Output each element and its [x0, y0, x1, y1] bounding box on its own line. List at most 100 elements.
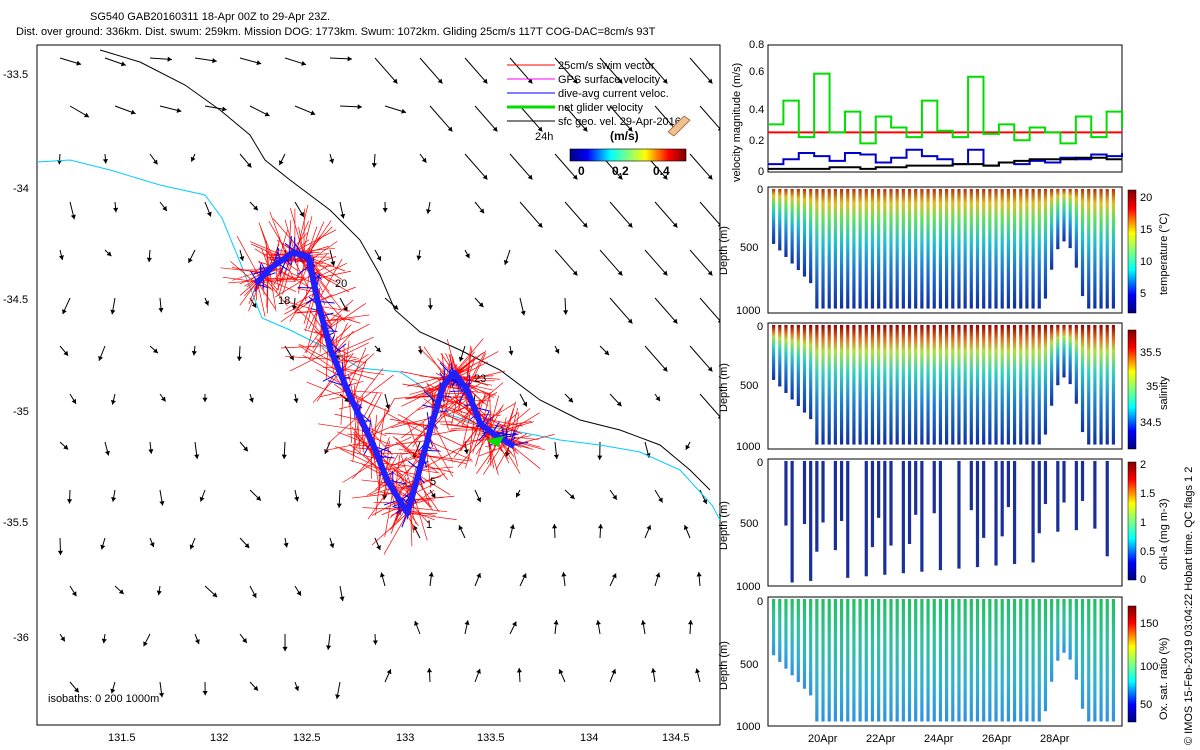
- title-line-1: SG540 GAB20160311 18-Apr 00Z to 29-Apr 2…: [90, 11, 330, 23]
- geo-velocity-arrow: [515, 489, 521, 498]
- geo-velocity-arrow: [419, 57, 443, 84]
- geo-velocity-arrow: [239, 537, 250, 549]
- swim-vector: [497, 436, 521, 474]
- geo-velocity-arrow: [699, 105, 720, 131]
- swim-vector: [298, 226, 305, 256]
- geo-velocity-arrow: [429, 489, 436, 499]
- geo-velocity-arrow: [699, 393, 720, 419]
- swim-vector: [437, 403, 478, 425]
- depth-label: Depth (m): [718, 226, 730, 275]
- swim-vector: [481, 392, 491, 426]
- swim-vector: [316, 368, 339, 402]
- cbar-tick: 0: [1140, 574, 1146, 586]
- profile-column: [1000, 189, 1004, 309]
- day-label: 5: [430, 476, 436, 488]
- geo-velocity-arrow: [553, 441, 559, 460]
- profile-column: [864, 325, 868, 445]
- vel-ytick: 0.8: [749, 39, 764, 51]
- profile-column: [852, 599, 856, 722]
- geo-velocity-arrow: [69, 585, 77, 597]
- profile-column: [1043, 461, 1048, 505]
- geo-velocity-arrow: [519, 297, 526, 316]
- geo-velocity-arrow: [329, 153, 335, 164]
- geo-velocity-arrow: [508, 345, 514, 356]
- geo-velocity-arrow: [554, 57, 578, 84]
- geo-velocity-arrow: [509, 153, 533, 180]
- geo-velocity-arrow: [204, 585, 218, 598]
- geo-velocity-arrow: [114, 105, 136, 115]
- profile-column: [957, 461, 961, 569]
- swim-vector: [349, 460, 384, 471]
- geo-velocity-arrow: [384, 669, 392, 683]
- geo-velocity-arrow: [519, 393, 528, 407]
- profile-column: [790, 189, 794, 264]
- profile-column: [858, 599, 862, 722]
- profile-column: [951, 599, 955, 722]
- geo-velocity-arrow: [339, 104, 362, 110]
- geo-velocity-arrow: [654, 393, 661, 402]
- profile-column: [1080, 599, 1085, 709]
- depth-tick: 500: [740, 518, 758, 530]
- swim-vector: [312, 372, 341, 403]
- geo-velocity-arrow: [464, 153, 488, 180]
- swim-vector: [310, 269, 342, 310]
- velocity-series-line: [768, 72, 1123, 145]
- salinity-panel: 0 500 1000 Depth (m) 34.5 35 35.5 salini…: [718, 321, 1170, 453]
- geo-velocity-arrow: [474, 297, 484, 308]
- profile-column: [1099, 599, 1103, 722]
- profile-column: [920, 325, 924, 445]
- profile-column: [790, 325, 794, 400]
- swim-vector: [341, 367, 364, 378]
- profile-column: [1043, 325, 1048, 435]
- profile-column: [1074, 189, 1078, 268]
- profile-column: [1006, 599, 1010, 722]
- swim-vector: [349, 395, 352, 443]
- profile-column: [1087, 599, 1091, 722]
- geo-velocity-arrow: [384, 105, 407, 114]
- geo-velocity-arrow: [62, 297, 71, 315]
- profile-column: [988, 325, 992, 445]
- depth-label: Depth (m): [718, 501, 730, 550]
- profile-column: [969, 461, 973, 511]
- track-map: 18 20 23 5 1 25cm/s swim vector GPS surf…: [3, 44, 721, 744]
- geo-velocity-arrow: [689, 345, 713, 372]
- geo-velocity-arrow: [98, 345, 106, 361]
- geo-velocity-arrow: [69, 201, 76, 220]
- profile-column: [1105, 599, 1109, 722]
- cbar-tick: 20: [1140, 192, 1152, 204]
- profile-column: [864, 461, 868, 577]
- profile-column: [1099, 325, 1103, 445]
- swim-vector: [352, 415, 360, 462]
- swim-vector: [332, 336, 374, 356]
- cbar-tick: 1: [1140, 517, 1146, 529]
- swim-vector: [511, 445, 518, 467]
- profile-column: [1093, 461, 1097, 529]
- swim-vector: [336, 431, 374, 447]
- glider-track: [253, 249, 516, 517]
- geo-velocity-arrow: [281, 441, 287, 459]
- swim-vector: [416, 479, 440, 513]
- day-label: 1: [426, 519, 432, 531]
- cbar-label: Ox. sat. ratio (%): [1158, 637, 1170, 720]
- geo-velocity-arrow: [294, 489, 300, 502]
- profile-column: [907, 189, 912, 309]
- geo-velocity-arrow: [564, 105, 588, 132]
- swim-vector: [417, 474, 451, 496]
- geo-velocity-arrow: [69, 393, 77, 405]
- profile-column: [1031, 599, 1035, 722]
- geo-velocity-arrow: [194, 633, 200, 645]
- profile-column: [895, 325, 899, 445]
- swim-vector: [230, 260, 257, 284]
- geo-velocity-arrow: [687, 619, 694, 635]
- depth-tick: 1000: [736, 581, 760, 593]
- swim-vector: [269, 269, 277, 312]
- geo-velocity-arrow: [689, 249, 713, 276]
- profile-column: [1056, 325, 1060, 386]
- isobath-note: isobaths: 0 200 1000m: [48, 693, 159, 705]
- profile-column: [938, 599, 943, 722]
- geo-velocity-arrow: [335, 681, 341, 700]
- profile-column: [1093, 325, 1097, 445]
- swim-vector: [324, 440, 372, 452]
- depth-tick: 0: [757, 321, 763, 333]
